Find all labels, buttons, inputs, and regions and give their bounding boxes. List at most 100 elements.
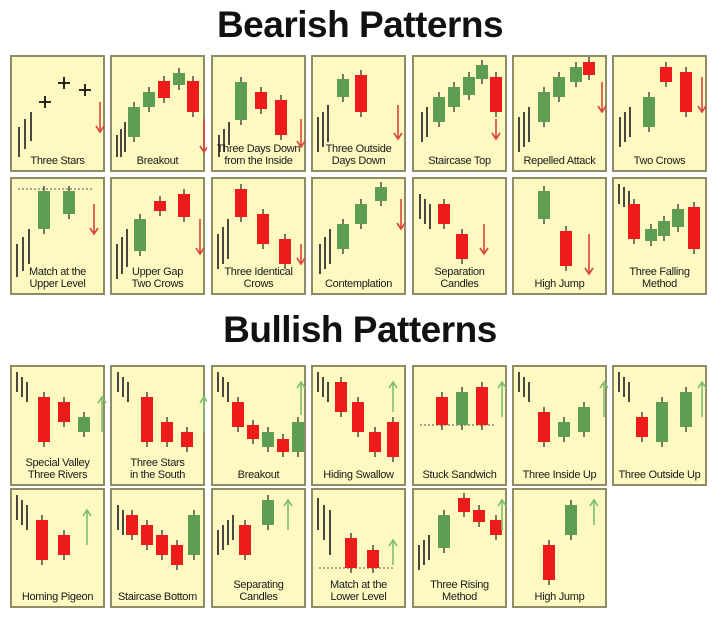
candlestick-chart-icon xyxy=(217,184,306,269)
candlestick-chart-icon xyxy=(420,380,507,430)
bearish-candle xyxy=(58,402,70,422)
pattern-label: Staircase Bottom xyxy=(118,591,197,603)
bearish-candle xyxy=(456,234,468,259)
up-arrow-icon xyxy=(199,395,207,432)
bearish-candle xyxy=(636,417,648,437)
pattern-label: Staircase Top xyxy=(428,155,491,167)
bearish-candle xyxy=(255,92,267,109)
down-arrow-icon xyxy=(296,119,306,149)
candlestick-chart-icon xyxy=(317,372,399,462)
bullish-candle xyxy=(433,97,445,122)
bearish-candle xyxy=(543,545,555,580)
bullish-candle xyxy=(578,407,590,432)
pattern-label: Three Stars xyxy=(30,155,85,167)
bullish-candle xyxy=(680,392,692,427)
bearish-candle xyxy=(154,201,166,211)
bearish-candle xyxy=(490,77,502,112)
bearish-pattern-card: Staircase Top xyxy=(412,55,507,172)
bearish-pattern-card: Upper Gap Two Crows xyxy=(110,177,205,295)
bearish-candle xyxy=(538,412,550,442)
down-arrow-icon xyxy=(199,119,207,154)
bearish-pattern-card: Two Crows xyxy=(612,55,707,172)
bearish-candle xyxy=(141,397,153,442)
pattern-label: Three Outside Days Down xyxy=(325,143,392,167)
bearish-candle xyxy=(275,100,287,135)
doji-star xyxy=(79,84,91,96)
up-arrow-icon xyxy=(497,380,507,417)
up-arrow-icon xyxy=(296,380,306,415)
up-arrow-icon xyxy=(497,498,507,530)
up-arrow-icon xyxy=(697,380,707,417)
bullish-candle xyxy=(355,204,367,224)
bullish-candle xyxy=(438,515,450,548)
bearish-pattern-card: Breakout xyxy=(110,55,207,172)
pattern-label: Two Crows xyxy=(633,155,686,167)
bullish-candle xyxy=(143,92,155,107)
bearish-candle xyxy=(355,75,367,112)
bearish-candle xyxy=(369,432,381,452)
bullish-candle xyxy=(456,392,468,425)
candlestick-chart-icon xyxy=(16,495,92,565)
bearish-candle xyxy=(335,382,347,412)
bullish-candle xyxy=(565,505,577,535)
bullish-candle xyxy=(463,77,475,95)
bullish-candle xyxy=(643,97,655,127)
pattern-label: Repelled Attack xyxy=(523,155,596,167)
bullish-candle xyxy=(538,92,550,122)
down-arrow-icon xyxy=(296,244,306,266)
bearish-candle xyxy=(171,545,183,565)
pattern-label: Contemplation xyxy=(324,278,393,290)
bullish-candle xyxy=(558,422,570,437)
bullish-pattern-card: Stuck Sandwich xyxy=(412,365,507,486)
candlestick-chart-icon xyxy=(317,70,403,152)
candlestick-chart-icon xyxy=(319,182,406,274)
candlestick-chart-icon xyxy=(117,505,200,570)
bullish-candle xyxy=(553,77,565,97)
bearish-patterns-title: Bearish Patterns xyxy=(216,4,504,45)
candlestick-chart-icon xyxy=(217,495,293,560)
bullish-pattern-card: Staircase Bottom xyxy=(110,488,205,608)
bearish-candle xyxy=(181,432,193,447)
pattern-label: Three Identical Crows xyxy=(224,266,293,290)
bearish-pattern-card: Repelled Attack xyxy=(512,55,607,172)
bullish-candle xyxy=(656,402,668,442)
bearish-candle xyxy=(476,387,488,425)
bullish-pattern-card: Three Inside Up xyxy=(512,365,609,486)
up-arrow-icon xyxy=(283,498,293,530)
candlestick-chart-icon xyxy=(518,57,607,152)
bearish-candle xyxy=(436,397,448,425)
bullish-candle xyxy=(173,73,185,85)
bearish-candle xyxy=(141,525,153,545)
bullish-candle xyxy=(63,191,75,214)
candlestick-chart-icon xyxy=(419,194,489,264)
pattern-label: Hiding Swallow xyxy=(323,469,394,481)
up-arrow-icon xyxy=(388,380,398,412)
bearish-pattern-card: Three Outside Days Down xyxy=(311,55,406,172)
pattern-label: Breakout xyxy=(237,469,280,481)
bearish-candle xyxy=(178,194,190,217)
bearish-candle xyxy=(247,425,259,439)
down-arrow-icon xyxy=(89,204,99,236)
candlestick-chart-icon xyxy=(16,372,107,447)
candlestick-chart-icon xyxy=(317,498,398,573)
pattern-label: Match at the Lower Level xyxy=(330,579,387,603)
bullish-pattern-card: Hiding Swallow xyxy=(311,365,406,486)
bearish-candle xyxy=(367,550,379,568)
pattern-label: Three Inside Up xyxy=(522,469,597,481)
bearish-candle xyxy=(187,81,199,112)
bearish-candle xyxy=(279,239,291,264)
pattern-label: Three Rising Method xyxy=(430,579,489,603)
pattern-label: Separation Candles xyxy=(434,266,485,290)
bearish-candle xyxy=(628,204,640,239)
down-arrow-icon xyxy=(195,219,205,256)
down-arrow-icon xyxy=(396,199,406,231)
bullish-pattern-card: Three Stars in the South xyxy=(110,365,207,486)
down-arrow-icon xyxy=(584,234,594,276)
down-arrow-icon xyxy=(697,77,707,114)
bearish-candle xyxy=(688,207,700,249)
bearish-candle xyxy=(161,422,173,442)
down-arrow-icon xyxy=(95,102,105,134)
pattern-label: Separating Candles xyxy=(233,579,284,603)
bearish-candle xyxy=(156,535,168,555)
doji-star xyxy=(39,96,51,108)
